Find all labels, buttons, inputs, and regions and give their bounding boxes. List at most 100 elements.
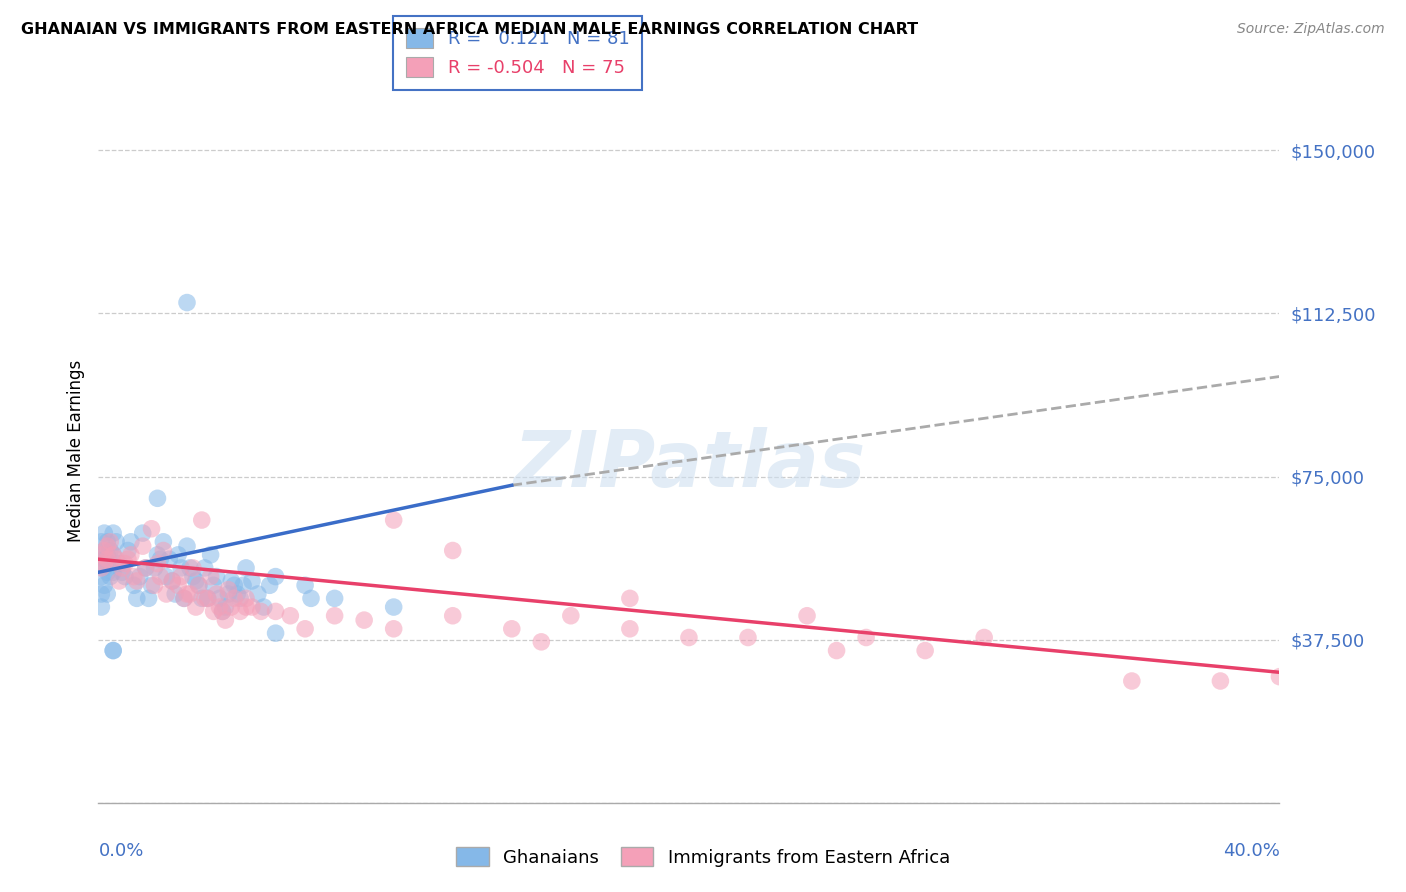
Point	[181, 569, 204, 583]
Point	[120, 548, 142, 562]
Point	[200, 548, 222, 562]
Point	[90, 587, 112, 601]
Point	[93, 561, 115, 575]
Point	[187, 578, 209, 592]
Point	[96, 587, 118, 601]
Point	[382, 513, 405, 527]
Point	[111, 566, 134, 580]
Point	[246, 587, 269, 601]
Point	[157, 552, 180, 566]
Point	[226, 587, 249, 601]
Point	[96, 557, 118, 571]
Point	[173, 591, 195, 606]
Point	[224, 578, 246, 592]
Point	[235, 591, 257, 606]
Point	[93, 526, 115, 541]
Point	[214, 613, 236, 627]
Point	[294, 622, 316, 636]
Point	[211, 604, 233, 618]
Point	[1209, 673, 1232, 688]
Point	[973, 631, 995, 645]
Point	[90, 561, 112, 575]
Point	[208, 600, 231, 615]
Point	[214, 600, 236, 615]
Point	[120, 534, 142, 549]
Point	[184, 600, 207, 615]
Point	[221, 600, 243, 615]
Point	[253, 600, 276, 615]
Point	[143, 578, 166, 592]
Point	[796, 608, 818, 623]
Point	[382, 600, 405, 615]
Point	[441, 608, 464, 623]
Point	[108, 557, 131, 571]
Point	[162, 574, 183, 588]
Point	[93, 552, 115, 566]
Point	[96, 539, 118, 553]
Point	[235, 600, 257, 615]
Point	[280, 608, 302, 623]
Point	[141, 578, 163, 592]
Point	[441, 543, 464, 558]
Point	[191, 591, 214, 606]
Point	[191, 513, 214, 527]
Point	[93, 543, 115, 558]
Point	[138, 591, 160, 606]
Point	[167, 578, 190, 592]
Point	[173, 591, 195, 606]
Point	[323, 591, 346, 606]
Point	[98, 557, 121, 571]
Point	[323, 608, 346, 623]
Point	[221, 574, 243, 588]
Point	[170, 569, 193, 583]
Point	[105, 552, 128, 566]
Point	[103, 548, 125, 562]
Point	[103, 566, 125, 580]
Legend: R =   0.121   N = 81, R = -0.504   N = 75: R = 0.121 N = 81, R = -0.504 N = 75	[394, 15, 643, 89]
Point	[90, 534, 112, 549]
Point	[125, 591, 148, 606]
Point	[179, 561, 201, 575]
Point	[501, 622, 523, 636]
Legend: Ghanaians, Immigrants from Eastern Africa: Ghanaians, Immigrants from Eastern Afric…	[449, 840, 957, 874]
Point	[382, 622, 405, 636]
Point	[103, 643, 125, 657]
Point	[149, 552, 172, 566]
Point	[194, 591, 217, 606]
Point	[93, 543, 115, 558]
Point	[117, 543, 139, 558]
Point	[259, 578, 281, 592]
Point	[264, 604, 287, 618]
Point	[141, 522, 163, 536]
Point	[132, 539, 155, 553]
Point	[264, 626, 287, 640]
Point	[114, 557, 136, 571]
Point	[103, 548, 125, 562]
Point	[98, 569, 121, 583]
Point	[235, 561, 257, 575]
Point	[232, 578, 254, 592]
Point	[264, 569, 287, 583]
Point	[155, 587, 177, 601]
Point	[208, 591, 231, 606]
Point	[146, 491, 169, 506]
Point	[825, 643, 848, 657]
Point	[103, 526, 125, 541]
Point	[128, 569, 150, 583]
Point	[217, 582, 239, 597]
Point	[202, 578, 225, 592]
Point	[93, 578, 115, 592]
Point	[146, 548, 169, 562]
Point	[93, 557, 115, 571]
Point	[353, 613, 375, 627]
Point	[197, 591, 219, 606]
Point	[152, 543, 174, 558]
Point	[122, 578, 145, 592]
Text: Source: ZipAtlas.com: Source: ZipAtlas.com	[1237, 22, 1385, 37]
Point	[114, 569, 136, 583]
Text: ZIPatlas: ZIPatlas	[513, 426, 865, 502]
Point	[96, 552, 118, 566]
Point	[135, 561, 157, 575]
Point	[229, 604, 252, 618]
Point	[240, 600, 263, 615]
